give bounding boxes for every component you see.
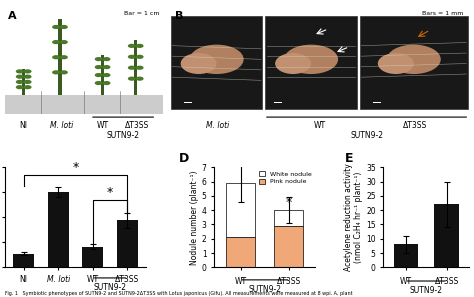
Ellipse shape	[102, 65, 110, 69]
Text: SUTN9-2: SUTN9-2	[93, 283, 127, 292]
Bar	[82, 247, 103, 267]
Ellipse shape	[136, 77, 144, 81]
Text: WT: WT	[400, 277, 412, 286]
Bar	[101, 55, 104, 95]
Ellipse shape	[95, 65, 102, 69]
Ellipse shape	[181, 53, 217, 74]
Bar	[226, 237, 255, 267]
Bar	[435, 204, 459, 267]
Text: M. loti: M. loti	[50, 121, 73, 130]
Ellipse shape	[136, 66, 144, 70]
Ellipse shape	[60, 55, 68, 59]
Ellipse shape	[16, 75, 24, 79]
Ellipse shape	[190, 45, 244, 74]
Bar	[184, 102, 192, 103]
Ellipse shape	[102, 73, 110, 77]
Ellipse shape	[16, 69, 24, 74]
Text: SUTN9-2: SUTN9-2	[248, 285, 281, 294]
Text: WT: WT	[97, 121, 109, 130]
Bar	[274, 102, 282, 103]
Bar	[265, 16, 357, 109]
Text: ΔT3SS: ΔT3SS	[435, 277, 459, 286]
Text: ΔT3SS: ΔT3SS	[277, 277, 301, 286]
Text: WT: WT	[313, 121, 325, 130]
Ellipse shape	[102, 81, 110, 85]
Ellipse shape	[52, 55, 60, 59]
Text: *: *	[107, 186, 113, 199]
Ellipse shape	[60, 40, 68, 44]
Legend: White nodule, Pink nodule: White nodule, Pink nodule	[256, 168, 314, 187]
Bar	[374, 102, 381, 103]
Text: M. loti: M. loti	[46, 275, 70, 285]
Text: Bar = 1 cm: Bar = 1 cm	[124, 11, 159, 16]
Ellipse shape	[95, 57, 102, 61]
Ellipse shape	[16, 80, 24, 84]
Bar	[226, 183, 255, 237]
Ellipse shape	[95, 81, 102, 85]
Bar	[134, 40, 137, 95]
Ellipse shape	[128, 55, 136, 59]
Text: ΔT3SS: ΔT3SS	[125, 121, 149, 130]
Ellipse shape	[128, 77, 136, 81]
Bar	[274, 226, 303, 267]
Text: Fig. 1   Symbiotic phenotypes of SUTN9-2 and SUTN9-2ΔT3SS with Lotus japonicus (: Fig. 1 Symbiotic phenotypes of SUTN9-2 a…	[5, 290, 352, 296]
Text: *: *	[73, 161, 79, 174]
Y-axis label: Acetylene reduction activity
(nmol C₂H₄ hr⁻¹ plant⁻¹): Acetylene reduction activity (nmol C₂H₄ …	[344, 163, 363, 271]
Bar	[274, 210, 303, 226]
Ellipse shape	[136, 55, 144, 59]
Ellipse shape	[284, 45, 338, 74]
Text: WT: WT	[87, 275, 99, 285]
Text: NI: NI	[20, 121, 27, 130]
Bar	[393, 244, 418, 267]
Text: SUTN9-2: SUTN9-2	[107, 131, 140, 140]
Ellipse shape	[24, 85, 32, 89]
Bar	[22, 69, 25, 95]
Ellipse shape	[128, 66, 136, 70]
Text: Bars = 1 mm: Bars = 1 mm	[422, 11, 463, 16]
Bar	[5, 95, 163, 114]
Ellipse shape	[60, 70, 68, 75]
Text: *: *	[286, 196, 292, 209]
Bar	[48, 192, 69, 267]
Bar	[9, 90, 14, 91]
Text: ΔT3SS: ΔT3SS	[403, 121, 428, 130]
Text: ΔT3SS: ΔT3SS	[115, 275, 139, 285]
Ellipse shape	[102, 57, 110, 61]
Ellipse shape	[24, 75, 32, 79]
Ellipse shape	[24, 69, 32, 74]
Text: SUTN9-2: SUTN9-2	[351, 131, 384, 140]
Bar	[58, 19, 62, 95]
Text: E: E	[345, 152, 353, 165]
Ellipse shape	[387, 45, 441, 74]
Text: B: B	[175, 11, 184, 21]
Bar	[171, 16, 263, 109]
Ellipse shape	[275, 53, 311, 74]
Ellipse shape	[16, 85, 24, 89]
Ellipse shape	[60, 25, 68, 29]
Text: NI: NI	[20, 275, 28, 285]
Ellipse shape	[95, 73, 102, 77]
Text: WT: WT	[235, 277, 247, 286]
Ellipse shape	[24, 80, 32, 84]
Ellipse shape	[378, 53, 414, 74]
Ellipse shape	[52, 25, 60, 29]
Text: SUTN9-2: SUTN9-2	[410, 286, 443, 295]
Ellipse shape	[128, 44, 136, 48]
Text: M. loti: M. loti	[206, 121, 229, 130]
Bar	[117, 220, 137, 267]
Bar	[360, 16, 468, 109]
Ellipse shape	[52, 40, 60, 44]
Bar	[13, 254, 34, 267]
Text: D: D	[179, 152, 189, 165]
Y-axis label: Nodule number (plant⁻¹): Nodule number (plant⁻¹)	[190, 170, 199, 265]
Ellipse shape	[136, 44, 144, 48]
Text: A: A	[8, 11, 17, 21]
Ellipse shape	[52, 70, 60, 75]
